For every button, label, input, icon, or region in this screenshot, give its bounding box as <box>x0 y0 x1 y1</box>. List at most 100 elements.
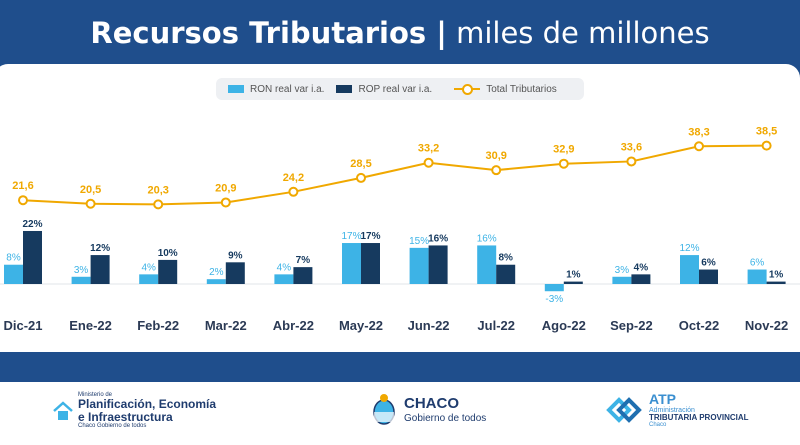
bar-ron <box>139 274 159 284</box>
point-total <box>558 158 569 169</box>
x-tick-label: Mar-22 <box>205 318 247 333</box>
bottom-band <box>0 352 800 382</box>
bar-rop <box>23 230 42 284</box>
bar-rop <box>428 245 448 284</box>
bar-rop <box>158 259 178 284</box>
data-label-rop: 10% <box>158 248 178 259</box>
point-total <box>694 141 704 152</box>
legend-label-total: Total Tributarios <box>486 83 557 95</box>
data-label-total: 20,9 <box>215 182 236 194</box>
data-label-total: 32,9 <box>553 144 574 156</box>
data-label-rop: 4% <box>634 262 649 273</box>
data-label-rop: 17% <box>360 231 380 242</box>
data-label-rop: 16% <box>428 233 448 244</box>
data-label-ron: 3% <box>615 265 630 276</box>
bar-rop <box>631 274 651 284</box>
point-total <box>356 172 366 183</box>
data-label-total: 33,2 <box>418 143 439 155</box>
x-tick-label: Ene-22 <box>69 318 112 333</box>
data-label-total: 28,5 <box>350 158 371 170</box>
data-label-rop: 12% <box>90 243 110 254</box>
x-tick-label: Jun-22 <box>408 318 450 333</box>
bar-ron <box>409 247 429 284</box>
bar-ron <box>274 274 294 284</box>
x-tick-label: Sep-22 <box>610 318 653 333</box>
data-label-ron: 16% <box>477 233 497 244</box>
logo3-mid: TRIBUTARIA PROVINCIAL <box>649 413 749 423</box>
x-tick-label: Nov-22 <box>745 318 788 333</box>
x-tick-label: May-22 <box>339 318 383 333</box>
legend-item-total: Total Tributarios <box>454 84 557 95</box>
point-total <box>220 197 231 208</box>
data-label-ron: 12% <box>679 243 699 254</box>
legend-item-rop: ROP real var i.a. <box>336 84 432 95</box>
data-label-ron: 2% <box>209 267 224 278</box>
logo2-big: CHACO <box>404 395 459 413</box>
bar-rop <box>496 264 516 284</box>
data-label-ron: 6% <box>750 258 765 269</box>
point-total <box>85 198 96 209</box>
bar-rop <box>361 243 380 284</box>
bar-ron <box>747 269 767 284</box>
data-label-total: 21,6 <box>12 180 33 192</box>
point-total <box>491 165 502 176</box>
point-total <box>423 157 434 168</box>
point-total <box>761 140 772 151</box>
bar-rop <box>293 267 313 284</box>
legend-swatch-rop <box>336 85 353 93</box>
data-label-total: 20,3 <box>147 184 168 196</box>
title-bold: Recursos Tributarios | <box>90 16 447 50</box>
logo2-sub: Gobierno de todos <box>404 412 487 424</box>
legend-label-rop: ROP real var i.a. <box>358 83 433 95</box>
logo1-sub: Chaco Gobierno de todos <box>78 423 147 430</box>
bar-rop <box>225 262 245 284</box>
data-label-ron: 17% <box>341 231 361 242</box>
logo1-small: Ministerio de <box>78 392 113 398</box>
data-label-rop: 1% <box>769 270 784 281</box>
bar-rop <box>766 281 786 284</box>
bar-rop <box>90 255 110 284</box>
chart-panel <box>0 64 800 356</box>
total-line <box>22 144 767 206</box>
logo1-line1: Planificación, Economía <box>78 397 217 412</box>
bar-ron <box>477 245 497 284</box>
data-label-ron: -3% <box>545 294 563 305</box>
bar-ron <box>71 276 91 284</box>
x-tick-label: Ago-22 <box>542 318 586 333</box>
bar-ron <box>612 276 632 284</box>
x-tick-label: Feb-22 <box>137 318 179 333</box>
x-tick-label: Dic-21 <box>3 318 42 333</box>
logo-atp: ATP Administración TRIBUTARIA PROVINCIAL… <box>605 392 749 429</box>
data-label-rop: 6% <box>701 258 716 269</box>
point-total <box>18 195 28 206</box>
logo3-sub: Chaco <box>649 422 667 429</box>
bar-ron <box>544 284 564 292</box>
legend-label-ron: RON real var i.a. <box>250 83 325 95</box>
data-label-rop: 9% <box>228 250 243 261</box>
title-light: miles de millones <box>456 16 710 50</box>
point-total <box>153 199 164 210</box>
bar-rop <box>699 269 718 284</box>
point-total <box>626 156 637 167</box>
footer <box>0 382 800 445</box>
x-tick-label: Oct-22 <box>679 318 719 333</box>
data-label-rop: 7% <box>296 255 311 266</box>
data-label-ron: 15% <box>409 236 429 247</box>
logo3-big: ATP <box>649 391 676 407</box>
data-label-ron: 4% <box>277 262 292 273</box>
legend-swatch-ron <box>228 85 244 93</box>
data-label-rop: 8% <box>498 253 513 264</box>
x-tick-label: Jul-22 <box>477 318 515 333</box>
bar-rop <box>563 281 583 284</box>
logo-ministerio: Ministerio de Planificación, Economía e … <box>52 392 216 430</box>
page-title: Recursos Tributarios | miles de millones <box>0 16 800 50</box>
data-label-total: 38,5 <box>756 126 777 138</box>
data-label-rop: 1% <box>566 270 581 281</box>
data-label-ron: 3% <box>74 265 89 276</box>
point-total <box>288 186 299 197</box>
atp-diamond-icon <box>606 397 642 424</box>
x-tick-label: Abr-22 <box>273 318 314 333</box>
legend-line-total <box>454 84 481 95</box>
data-label-total: 30,9 <box>485 150 506 162</box>
